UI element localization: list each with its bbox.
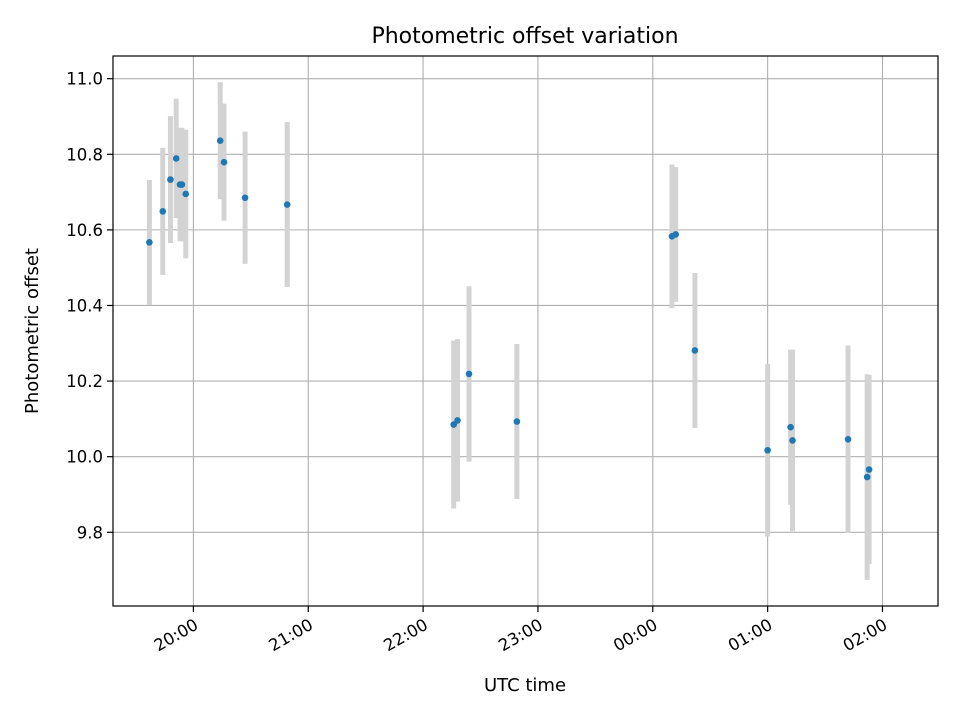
data-point xyxy=(220,158,228,166)
y-tick-label: 11.0 xyxy=(66,70,103,89)
data-point xyxy=(789,437,796,444)
data-point xyxy=(216,137,224,144)
x-tick-label: 02:00 xyxy=(840,615,891,655)
x-tick-label: 20:00 xyxy=(151,615,202,655)
x-tick-label: 23:00 xyxy=(495,615,546,655)
chart-title: Photometric offset variation xyxy=(371,24,678,49)
data-point xyxy=(691,347,699,354)
y-tick-label: 10.0 xyxy=(66,448,103,467)
plot-frame xyxy=(112,55,939,607)
data-point xyxy=(863,473,871,481)
data-point xyxy=(172,155,180,162)
data-point xyxy=(672,231,680,238)
y-tick-label: 10.4 xyxy=(66,296,103,315)
x-tick-label: 21:00 xyxy=(266,615,317,655)
data-point xyxy=(159,208,167,215)
data-point xyxy=(787,423,794,431)
y-axis-label: Photometric offset xyxy=(22,248,43,414)
data-point xyxy=(764,446,771,454)
data-point xyxy=(283,201,291,208)
y-tick-label: 9.8 xyxy=(77,523,103,542)
data-point xyxy=(465,370,473,378)
data-point xyxy=(450,421,458,428)
data-point xyxy=(513,418,521,425)
error-bars xyxy=(146,82,872,580)
data-point xyxy=(241,194,249,202)
x-axis-label: UTC time xyxy=(484,675,566,696)
x-axis-ticks: 20:00 21:00 22:00 23:00 00:00 01:00 02:00 xyxy=(151,606,891,655)
y-tick-label: 10.2 xyxy=(66,372,103,391)
x-tick-label: 00:00 xyxy=(610,615,661,655)
data-point xyxy=(178,181,186,188)
data-point xyxy=(167,176,174,183)
y-axis-ticks: 9.8 10.0 10.2 10.4 10.6 10.8 11.0 xyxy=(66,70,113,542)
data-point xyxy=(844,435,852,443)
data-point xyxy=(146,239,153,246)
x-tick-label: 22:00 xyxy=(380,615,431,655)
data-point xyxy=(865,466,873,473)
data-points xyxy=(146,137,873,481)
data-point xyxy=(454,417,461,424)
y-tick-label: 10.6 xyxy=(66,221,103,240)
x-tick-label: 01:00 xyxy=(725,615,776,655)
data-point xyxy=(182,190,190,198)
y-tick-label: 10.8 xyxy=(66,145,103,164)
grid-lines xyxy=(113,56,938,606)
